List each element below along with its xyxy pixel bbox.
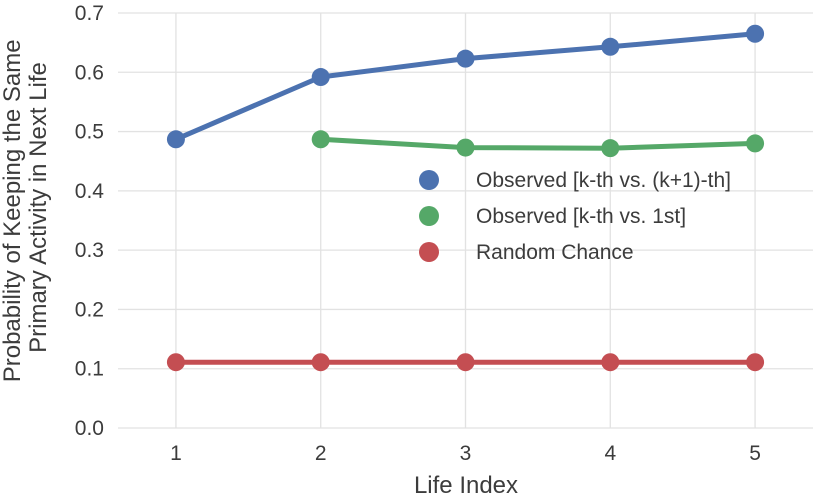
x-tick-label: 5 — [749, 442, 761, 465]
data-point — [456, 49, 475, 68]
data-point — [746, 134, 765, 153]
x-axis-ticks: 1 2 3 4 5 — [170, 442, 761, 465]
data-point — [166, 130, 185, 149]
data-point — [601, 353, 620, 372]
series — [166, 24, 765, 372]
data-point — [311, 68, 330, 87]
y-tick-label: 0.0 — [75, 417, 104, 440]
data-point — [311, 353, 330, 372]
legend-label: Observed [k-th vs. (k+1)-th] — [476, 169, 731, 192]
data-point — [746, 24, 765, 43]
series-1 — [166, 24, 765, 149]
data-point — [456, 138, 475, 157]
y-axis-label-line-1: Probability of Keeping the Same — [0, 39, 26, 382]
legend-marker — [419, 170, 439, 190]
data-point — [456, 353, 475, 372]
data-point — [311, 130, 330, 149]
y-axis-ticks: 0.0 0.1 0.2 0.3 0.4 0.5 0.6 0.7 — [75, 2, 105, 440]
series-2 — [311, 130, 765, 158]
legend-label: Observed [k-th vs. 1st] — [476, 205, 686, 228]
y-tick-label: 0.2 — [75, 298, 104, 321]
y-tick-label: 0.4 — [75, 180, 105, 203]
y-axis-label-line-2: Primary Activity in Next Life — [25, 62, 52, 353]
x-tick-label: 4 — [604, 442, 616, 465]
series-3 — [166, 353, 765, 372]
y-axis-label: Probability of Keeping the Same Primary … — [0, 33, 52, 383]
y-tick-label: 0.6 — [75, 61, 104, 84]
y-tick-label: 0.5 — [75, 121, 104, 144]
x-axis-label: Life Index — [414, 472, 518, 497]
data-point — [601, 37, 620, 56]
x-tick-label: 2 — [315, 442, 327, 465]
y-tick-label: 0.1 — [75, 358, 104, 381]
series-line — [318, 136, 758, 151]
legend-marker — [419, 206, 439, 226]
x-tick-label: 3 — [460, 442, 472, 465]
legend-label: Random Chance — [476, 241, 634, 264]
y-tick-label: 0.7 — [75, 2, 104, 25]
x-tick-label: 1 — [170, 442, 182, 465]
legend: Observed [k-th vs. (k+1)-th] Observed [k-… — [419, 169, 731, 264]
data-point — [166, 353, 185, 372]
y-tick-label: 0.3 — [75, 239, 104, 262]
data-point — [601, 139, 620, 158]
legend-marker — [419, 242, 439, 262]
data-point — [746, 353, 765, 372]
